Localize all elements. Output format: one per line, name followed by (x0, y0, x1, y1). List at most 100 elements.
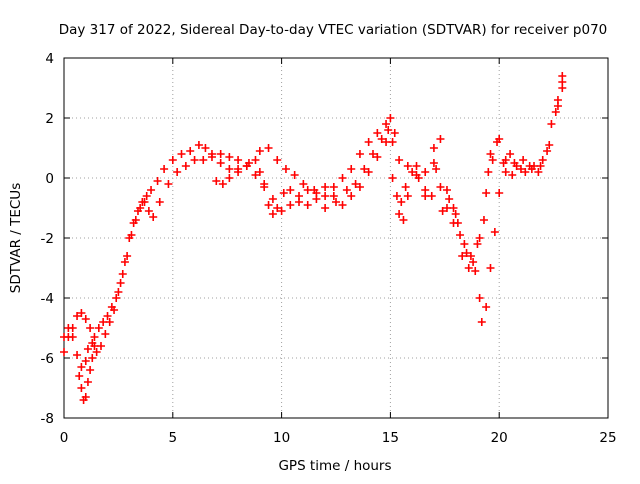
data-point (60, 333, 68, 341)
data-point (321, 204, 330, 212)
data-point (460, 240, 469, 248)
data-point (190, 156, 199, 164)
y-tick-label: 2 (45, 111, 54, 127)
data-point (64, 324, 73, 332)
data-point (321, 192, 330, 200)
data-point (142, 192, 151, 200)
data-point (329, 192, 338, 200)
series-group (75, 342, 99, 404)
data-point (521, 168, 530, 176)
data-point (60, 348, 68, 356)
data-point (508, 171, 517, 179)
data-point (486, 150, 495, 158)
data-point (436, 183, 445, 191)
data-point (501, 168, 510, 176)
data-point (177, 150, 186, 158)
data-point (112, 294, 121, 302)
data-point (303, 186, 312, 194)
data-point (88, 354, 97, 362)
data-point (558, 78, 567, 86)
data-point (386, 114, 395, 122)
data-point (329, 183, 338, 191)
data-point (77, 384, 86, 392)
data-point (482, 303, 491, 311)
data-point (510, 159, 519, 167)
data-point (347, 165, 356, 173)
x-tick-label: 5 (169, 430, 178, 446)
data-point (155, 198, 164, 206)
data-point (216, 159, 225, 167)
y-tick-label: -2 (41, 231, 54, 247)
data-point (147, 186, 156, 194)
data-point (412, 162, 421, 170)
data-point (432, 165, 441, 173)
data-point (338, 174, 347, 182)
x-tick-label: 25 (599, 430, 616, 446)
data-point (445, 195, 454, 203)
data-point (73, 351, 82, 359)
data-point (377, 135, 386, 143)
data-point (77, 309, 86, 317)
data-point (395, 156, 404, 164)
data-point (488, 156, 497, 164)
data-point (384, 126, 393, 134)
data-point (538, 156, 547, 164)
data-point (547, 120, 556, 128)
data-point (290, 171, 299, 179)
data-point (212, 177, 221, 185)
data-series (60, 72, 567, 404)
data-point (401, 183, 410, 191)
data-point (442, 186, 451, 194)
data-point (403, 192, 412, 200)
series-group (212, 78, 567, 260)
x-tick-label: 10 (273, 430, 290, 446)
data-point (475, 234, 484, 242)
x-tick-label: 20 (491, 430, 508, 446)
data-point (453, 219, 462, 227)
data-point (201, 144, 210, 152)
x-tick-label: 0 (60, 430, 69, 446)
data-point (281, 165, 290, 173)
data-point (234, 156, 243, 164)
data-point (273, 156, 282, 164)
data-point (255, 168, 264, 176)
y-tick-label: 4 (45, 51, 54, 67)
x-tick-label: 15 (382, 430, 399, 446)
data-point (225, 153, 234, 161)
data-point (364, 168, 373, 176)
data-point (225, 165, 234, 173)
data-point (545, 141, 554, 149)
data-point (427, 192, 436, 200)
data-point (68, 333, 77, 341)
data-point (414, 174, 423, 182)
data-point (173, 168, 182, 176)
data-point (242, 162, 251, 170)
data-point (218, 180, 227, 188)
data-point (277, 207, 286, 215)
data-point (543, 147, 552, 155)
data-point (429, 144, 438, 152)
data-point (312, 189, 321, 197)
axis-ticks (63, 57, 609, 419)
data-point (436, 135, 445, 143)
data-point (123, 252, 132, 260)
data-point (338, 201, 347, 209)
data-point (103, 312, 112, 320)
y-tick-label: -6 (41, 351, 54, 367)
data-point (273, 204, 282, 212)
data-point (75, 372, 84, 380)
data-point (403, 162, 412, 170)
x-axis-label: GPS time / hours (278, 458, 391, 474)
series-group (60, 72, 567, 371)
data-point (164, 180, 173, 188)
data-point (536, 162, 545, 170)
grid-lines (64, 58, 608, 418)
data-point (506, 150, 515, 158)
data-point (368, 150, 377, 158)
data-point (495, 135, 504, 143)
data-point (268, 210, 277, 218)
data-point (286, 186, 295, 194)
data-point (90, 333, 99, 341)
chart-title: Day 317 of 2022, Sidereal Day-to-day VTE… (59, 22, 608, 38)
